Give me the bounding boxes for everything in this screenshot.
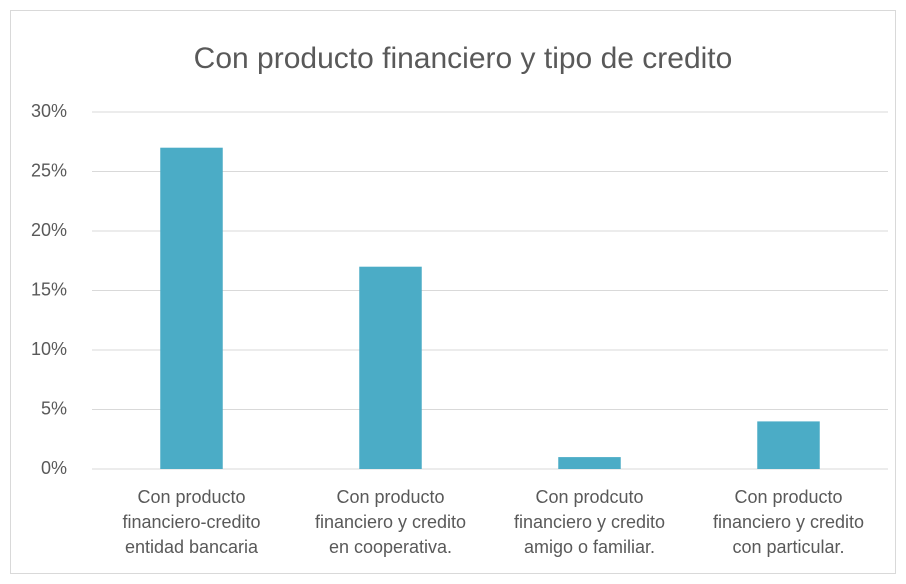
bar <box>558 457 621 469</box>
y-tick-label: 5% <box>41 398 67 418</box>
y-tick-label: 30% <box>31 101 67 121</box>
y-tick-label: 20% <box>31 220 67 240</box>
y-tick-label: 15% <box>31 279 67 299</box>
y-tick-label: 10% <box>31 339 67 359</box>
chart-title: Con producto financiero y tipo de credit… <box>194 42 733 75</box>
x-tick-label: Con producto financiero-credito entidad … <box>122 487 261 557</box>
y-tick-label: 0% <box>41 458 67 478</box>
chart-border <box>10 10 896 574</box>
bar <box>359 266 422 469</box>
y-tick-label: 25% <box>31 160 67 180</box>
x-tick-label: Con prodcuto financiero y credito amigo … <box>513 487 666 557</box>
x-tick-label: Con producto financiero y credito en coo… <box>314 487 467 557</box>
bar <box>757 421 820 469</box>
bar <box>160 147 223 469</box>
x-tick-label: Con producto financiero y credito con pa… <box>712 487 865 557</box>
